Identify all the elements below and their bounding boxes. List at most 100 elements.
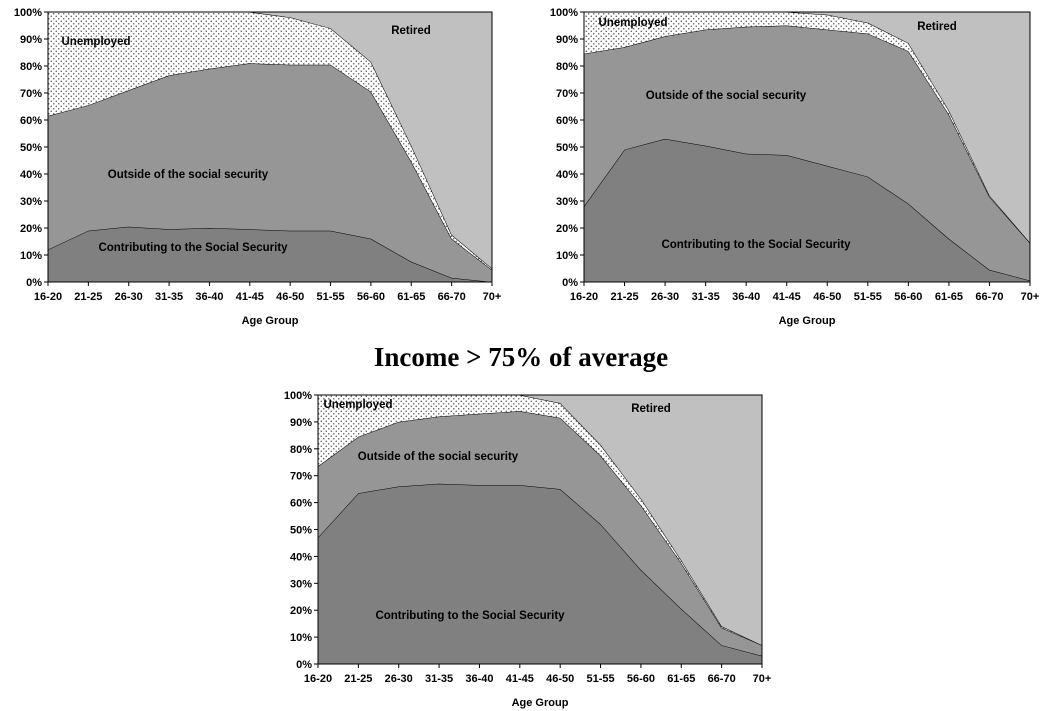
chart-top-left: 0% 10% 20% 30% 40% 50% 60% 70% 80% 90% 100% 16-20 21… [14, 7, 501, 327]
y-tick-label: 30% [556, 196, 578, 208]
y-tick-label: 100% [550, 7, 578, 19]
x-tick-label: 31-35 [692, 291, 720, 303]
x-tick-label: 56-60 [894, 291, 922, 303]
y-tick-label: 80% [290, 444, 312, 456]
x-tick-label: 51-55 [854, 291, 882, 303]
x-tick-label: 51-55 [586, 673, 614, 685]
x-tick-label: 66-70 [975, 291, 1003, 303]
y-tick-label: 40% [20, 169, 42, 181]
area-contributing-to-the-social-security [584, 138, 1030, 282]
x-tick-label: 70+ [753, 673, 772, 685]
y-tick-label: 60% [290, 498, 312, 510]
area-retired [48, 12, 492, 269]
y-tick-label: 50% [290, 525, 312, 537]
series-label-outside-of-the-social-security: Outside of the social security [646, 90, 807, 102]
area-unemployed [584, 12, 1030, 243]
area-outside-of-the-social-security [584, 25, 1030, 281]
x-tick-label: 31-35 [155, 291, 183, 303]
x-tick-label: 41-45 [506, 673, 534, 685]
x-tick-label: 36-40 [732, 291, 760, 303]
area-retired [584, 12, 1030, 243]
series-label-outside-of-the-social-security: Outside of the social security [108, 169, 269, 181]
y-tick-label: 30% [290, 578, 312, 590]
x-tick-label: 70+ [483, 291, 502, 303]
area-outside-of-the-social-security [48, 63, 492, 282]
y-tick-label: 90% [556, 34, 578, 46]
series-label-contributing-to-the-social-security: Contributing to the Social Security [98, 242, 288, 254]
area-unemployed [48, 12, 492, 270]
y-tick-label: 70% [290, 471, 312, 483]
y-tick-label: 80% [20, 61, 42, 73]
x-tick-label: 56-60 [357, 291, 385, 303]
y-tick-label: 40% [556, 169, 578, 181]
y-tick-label: 20% [20, 223, 42, 235]
x-tick-label: 61-65 [935, 291, 963, 303]
area-contributing-to-the-social-security [48, 226, 492, 282]
x-tick-label: 21-25 [344, 673, 372, 685]
y-tick-label: 40% [290, 551, 312, 563]
series-label-unemployed: Unemployed [61, 36, 130, 48]
x-tick-label: 70+ [1021, 291, 1040, 303]
x-tick-label: 26-30 [385, 673, 413, 685]
area-outside-of-the-social-security [318, 411, 762, 656]
y-tick-label: 100% [284, 390, 312, 402]
y-tick-label: 10% [20, 250, 42, 262]
x-tick-label: 16-20 [34, 291, 62, 303]
series-label-unemployed: Unemployed [323, 399, 392, 411]
x-tick-label: 66-70 [708, 673, 736, 685]
x-tick-label: 26-30 [115, 291, 143, 303]
x-tick-label: 36-40 [195, 291, 223, 303]
series-label-contributing-to-the-social-security: Contributing to the Social Security [375, 610, 565, 622]
x-tick-label: 31-35 [425, 673, 453, 685]
x-tick-label: 41-45 [236, 291, 264, 303]
area-retired [318, 395, 762, 646]
x-tick-label: 46-50 [813, 291, 841, 303]
area-contributing-to-the-social-security [318, 483, 762, 664]
y-tick-label: 50% [556, 142, 578, 154]
y-tick-label: 0% [26, 277, 42, 289]
x-tick-label: 51-55 [316, 291, 344, 303]
series-label-contributing-to-the-social-security: Contributing to the Social Security [661, 239, 851, 251]
x-tick-label: 66-70 [438, 291, 466, 303]
x-tick-label: 21-25 [610, 291, 638, 303]
x-tick-label: 16-20 [570, 291, 598, 303]
x-axis-title: Age Group [779, 315, 836, 327]
y-tick-label: 50% [20, 142, 42, 154]
series-label-unemployed: Unemployed [598, 17, 667, 29]
y-tick-label: 60% [556, 115, 578, 127]
x-axis-title: Age Group [242, 315, 299, 327]
figure-middle-title: Income > 75% of average [373, 342, 669, 372]
x-tick-label: 26-30 [651, 291, 679, 303]
y-tick-label: 30% [20, 196, 42, 208]
x-axis-title: Age Group [512, 697, 569, 709]
series-label-retired: Retired [917, 21, 957, 33]
x-tick-label: 36-40 [465, 673, 493, 685]
y-tick-label: 10% [556, 250, 578, 262]
x-tick-label: 16-20 [304, 673, 332, 685]
y-tick-label: 60% [20, 115, 42, 127]
series-label-outside-of-the-social-security: Outside of the social security [358, 451, 519, 463]
y-tick-label: 0% [296, 659, 312, 671]
chart-bottom-center: 0% 10% 20% 30% 40% 50% 60% 70% 80% 90% 100% 16-20 21… [284, 390, 771, 709]
y-tick-label: 20% [290, 605, 312, 617]
y-tick-label: 70% [20, 88, 42, 100]
series-label-retired: Retired [391, 25, 431, 37]
chart-top-right: 0% 10% 20% 30% 40% 50% 60% 70% 80% 90% 100% 16-20 21… [550, 7, 1039, 327]
x-tick-label: 21-25 [74, 291, 102, 303]
series-label-retired: Retired [631, 403, 671, 415]
y-tick-label: 70% [556, 88, 578, 100]
y-tick-label: 0% [562, 277, 578, 289]
x-tick-label: 61-65 [667, 673, 695, 685]
boundary-line-contributing-to-the-social-security [47, 226, 493, 283]
x-tick-label: 41-45 [773, 291, 801, 303]
y-tick-label: 90% [20, 34, 42, 46]
y-tick-label: 80% [556, 61, 578, 73]
x-tick-label: 46-50 [276, 291, 304, 303]
y-tick-label: 90% [290, 417, 312, 429]
x-tick-label: 46-50 [546, 673, 574, 685]
y-tick-label: 10% [290, 632, 312, 644]
y-tick-label: 20% [556, 223, 578, 235]
x-tick-label: 61-65 [397, 291, 425, 303]
y-tick-label: 100% [14, 7, 42, 19]
